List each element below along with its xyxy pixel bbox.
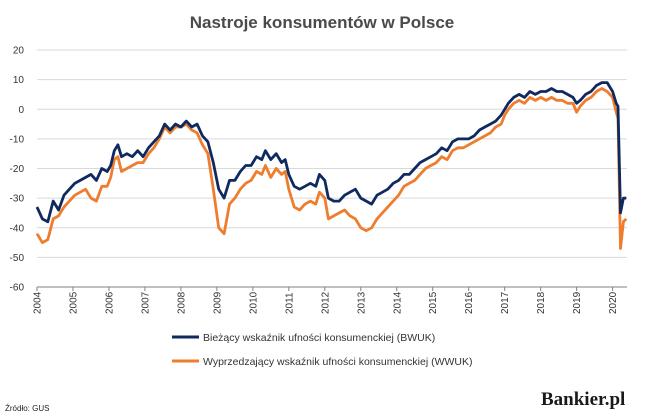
legend-label-wwuk: Wyprzedzający wskaźnik ufności konsumenc… <box>203 356 472 368</box>
legend: Bieżący wskaźnik ufności konsumenckiej (… <box>172 332 472 368</box>
source-note: Źródło: GUS <box>5 404 50 413</box>
x-tick-label: 2004 <box>33 291 44 314</box>
x-tick-label: 2016 <box>464 291 475 314</box>
y-tick-label: -30 <box>10 194 25 205</box>
series-lines <box>35 81 628 250</box>
series-line-wwuk <box>35 87 628 250</box>
y-tick-label: 20 <box>13 46 25 57</box>
x-tick-label: 2017 <box>500 291 511 314</box>
bankier-logo: Bankier.pl <box>541 389 626 410</box>
x-tick-label: 2011 <box>284 292 295 314</box>
y-tick-label: -60 <box>10 283 25 294</box>
gridlines <box>37 49 627 288</box>
y-tick-label: 10 <box>13 75 25 86</box>
x-tick-label: 2005 <box>68 291 79 314</box>
x-tick-label: 2007 <box>140 291 151 314</box>
x-tick-label: 2009 <box>212 291 223 314</box>
series-line-bwuk <box>35 81 627 224</box>
x-axis: 2004 2005 2006 2007 2008 2009 2010 2011 2012 2013… <box>33 287 619 314</box>
legend-label-bwuk: Bieżący wskaźnik ufności konsumenckiej (… <box>203 332 435 344</box>
x-tick-label: 2020 <box>608 291 619 314</box>
y-tick-label: -10 <box>10 134 25 145</box>
y-tick-label: -40 <box>10 223 25 234</box>
x-tick-label: 2012 <box>320 291 331 314</box>
y-tick-label: -50 <box>10 253 25 264</box>
x-tick-label: 2018 <box>536 291 547 314</box>
y-axis: 20 10 0 -10 -20 -30 -40 -50 -60 <box>10 46 25 294</box>
x-tick-label: 2010 <box>248 291 259 314</box>
chart-title: Nastroje konsumentów w Polsce <box>190 13 455 32</box>
x-tick-label: 2019 <box>572 291 583 314</box>
x-tick-label: 2014 <box>392 291 403 314</box>
y-tick-label: -20 <box>10 164 25 175</box>
x-tick-label: 2013 <box>356 291 367 314</box>
x-tick-label: 2006 <box>104 291 115 314</box>
x-tick-label: 2015 <box>428 291 439 314</box>
x-tick-label: 2008 <box>176 291 187 314</box>
y-tick-label: 0 <box>18 105 24 116</box>
